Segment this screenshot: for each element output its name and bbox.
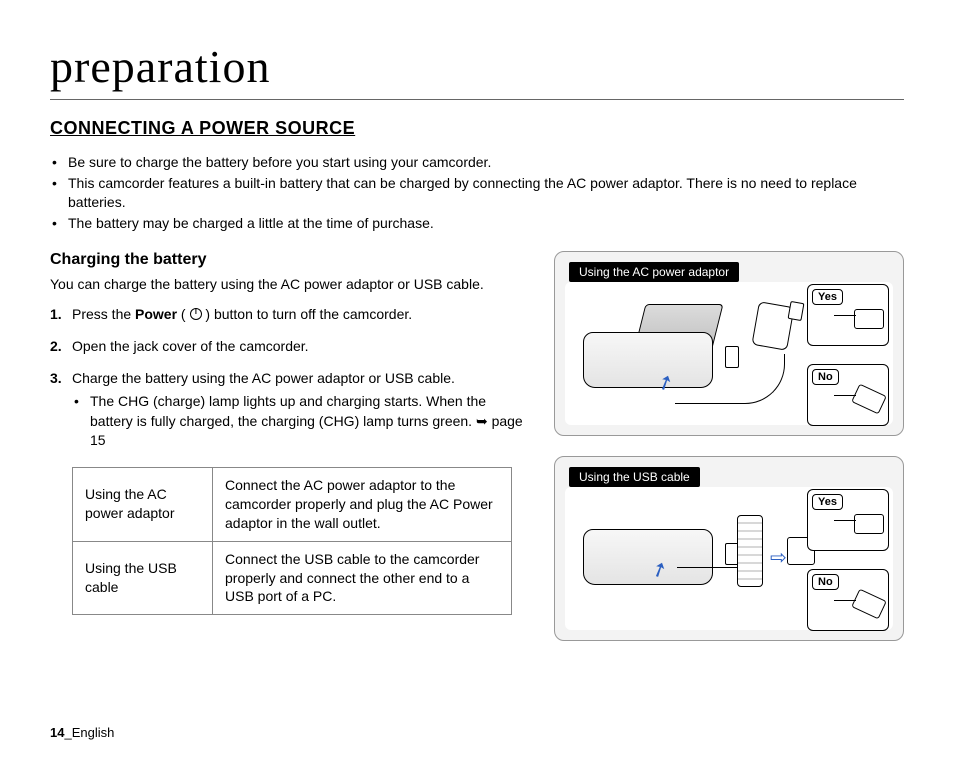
- no-panel: No: [807, 569, 889, 631]
- intro-bullet: This camcorder features a built-in batte…: [50, 174, 904, 212]
- power-label: Power: [135, 306, 177, 322]
- footer-sep: _: [64, 725, 71, 740]
- arrow-icon: ➥: [476, 413, 488, 429]
- figure-illustration: ➚ Yes No: [565, 282, 893, 425]
- step-2: Open the jack cover of the camcorder.: [50, 337, 530, 357]
- step-text: Press the: [72, 306, 135, 322]
- section-heading: CONNECTING A POWER SOURCE: [50, 118, 904, 139]
- footer-lang: English: [72, 725, 115, 740]
- plug-icon: [832, 504, 884, 544]
- table-row: Using the AC power adaptor Connect the A…: [73, 468, 512, 542]
- cable-icon: [675, 354, 785, 404]
- intro-bullet: The battery may be charged a little at t…: [50, 214, 904, 233]
- sub-bullet: The CHG (charge) lamp lights up and char…: [72, 392, 530, 451]
- right-column: Using the AC power adaptor ➚ Yes: [554, 251, 904, 661]
- plug-icon: [832, 584, 884, 624]
- plug-icon: [832, 379, 884, 419]
- page-title: preparation: [50, 40, 904, 100]
- step-text: button to turn off the camcorder.: [214, 306, 412, 322]
- figure-label: Using the AC power adaptor: [569, 262, 739, 282]
- yes-panel: Yes: [807, 284, 889, 346]
- figure-usb-cable: Using the USB cable ➚ ⇨ Yes No: [554, 456, 904, 641]
- ac-adaptor-icon: [745, 300, 805, 360]
- sub-bullet-text: The CHG (charge) lamp lights up and char…: [90, 393, 486, 429]
- figure-ac-adaptor: Using the AC power adaptor ➚ Yes: [554, 251, 904, 436]
- figure-label: Using the USB cable: [569, 467, 700, 487]
- table-cell: Using the AC power adaptor: [73, 468, 213, 542]
- lead-text: You can charge the battery using the AC …: [50, 275, 530, 294]
- table-row: Using the USB cable Connect the USB cabl…: [73, 541, 512, 615]
- step-sub-bullets: The CHG (charge) lamp lights up and char…: [72, 392, 530, 451]
- step-3: Charge the battery using the AC power ad…: [50, 369, 530, 451]
- table-cell: Using the USB cable: [73, 541, 213, 615]
- left-column: Charging the battery You can charge the …: [50, 251, 530, 661]
- arrow-icon: ⇨: [770, 545, 787, 570]
- plug-icon: [832, 299, 884, 339]
- charging-table: Using the AC power adaptor Connect the A…: [72, 467, 512, 615]
- table-cell: Connect the USB cable to the camcorder p…: [213, 541, 512, 615]
- step-1: Press the Power ( ) button to turn off t…: [50, 305, 530, 325]
- intro-bullet-list: Be sure to charge the battery before you…: [50, 153, 904, 233]
- table-cell: Connect the AC power adaptor to the camc…: [213, 468, 512, 542]
- usb-device-icon: [737, 515, 763, 587]
- intro-bullet: Be sure to charge the battery before you…: [50, 153, 904, 172]
- steps-list: Press the Power ( ) button to turn off t…: [50, 305, 530, 451]
- power-icon: [190, 308, 202, 320]
- page-number: 14: [50, 725, 64, 740]
- figure-illustration: ➚ ⇨ Yes No: [565, 487, 893, 630]
- no-panel: No: [807, 364, 889, 426]
- sub-heading: Charging the battery: [50, 251, 530, 269]
- cable-icon: [677, 567, 739, 568]
- page-footer: 14_English: [50, 725, 114, 740]
- yes-panel: Yes: [807, 489, 889, 551]
- step-text: Charge the battery using the AC power ad…: [72, 370, 455, 386]
